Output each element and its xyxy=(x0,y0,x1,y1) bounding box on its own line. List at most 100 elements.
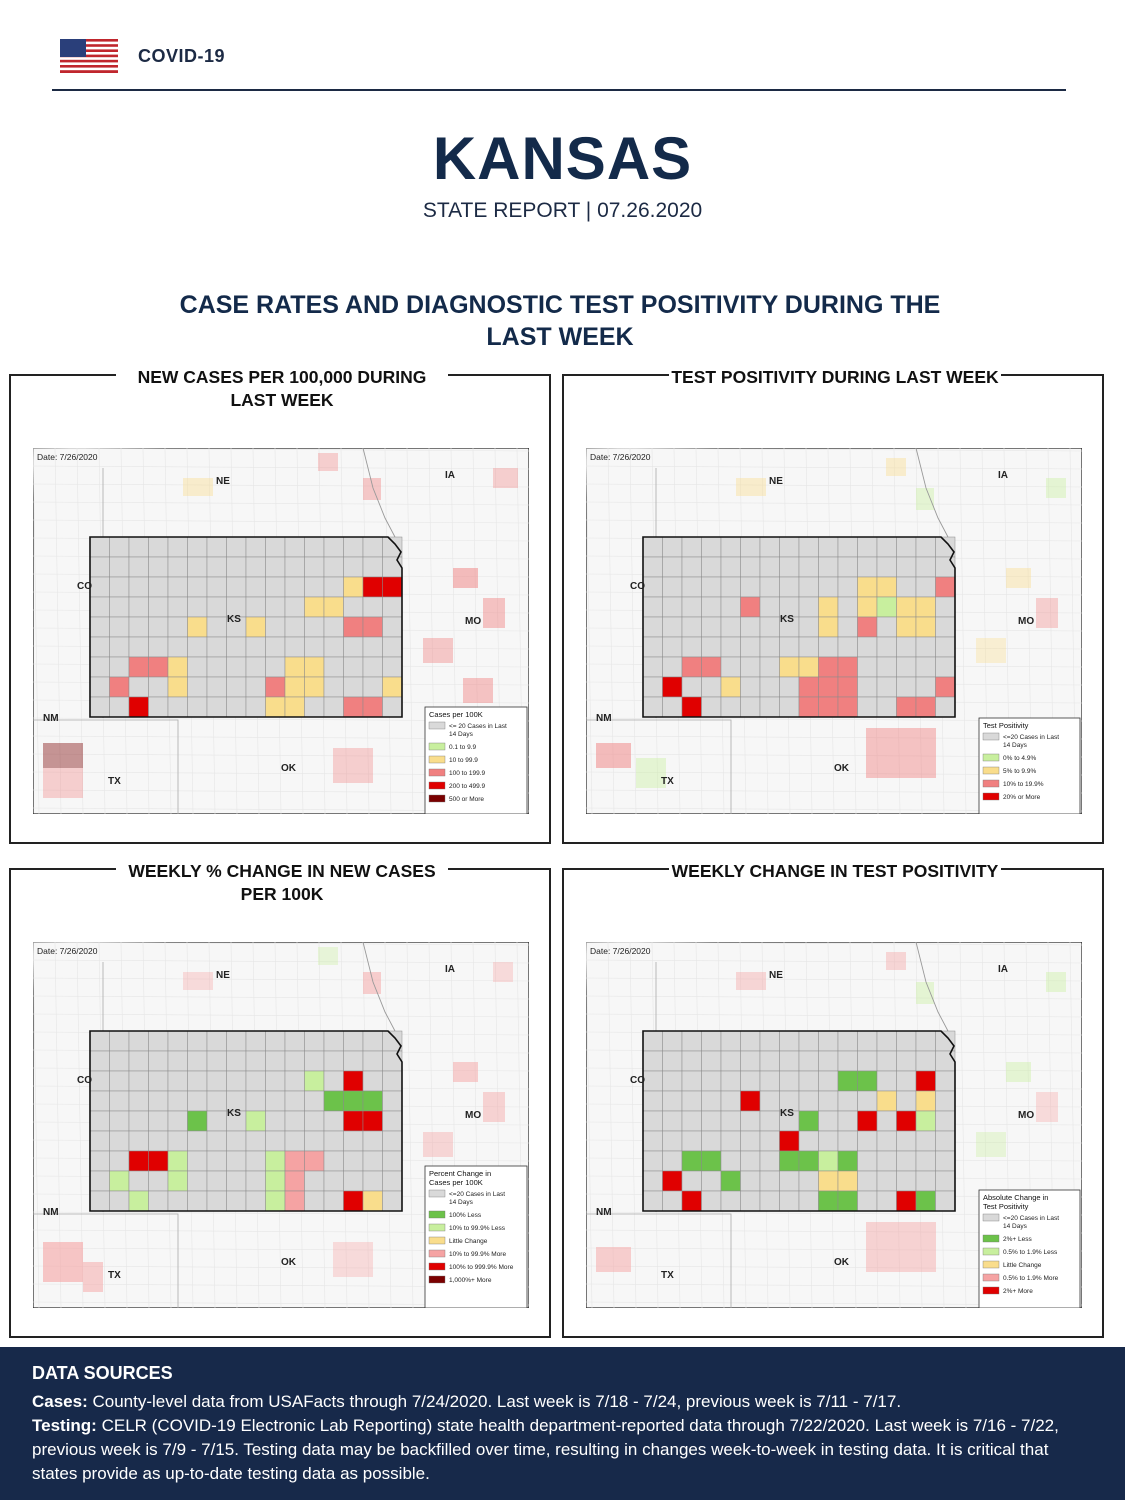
county xyxy=(759,696,780,718)
county xyxy=(876,536,897,558)
legend-swatch xyxy=(428,768,446,777)
cases-source: Cases: County-level data from USAFacts t… xyxy=(32,1390,1093,1414)
county-line xyxy=(33,483,529,488)
county-tint xyxy=(363,972,381,994)
county xyxy=(265,1150,286,1172)
county xyxy=(935,556,956,578)
county xyxy=(304,1090,325,1112)
county xyxy=(857,1110,878,1132)
county xyxy=(128,1170,149,1192)
county xyxy=(323,1150,344,1172)
county xyxy=(265,596,286,618)
county xyxy=(89,1090,110,1112)
county xyxy=(226,556,247,578)
county-tint xyxy=(736,972,766,990)
county-tint xyxy=(866,728,936,778)
county xyxy=(109,1070,130,1092)
county xyxy=(798,1170,819,1192)
state-label-ok: OK xyxy=(834,763,850,774)
county xyxy=(740,1070,761,1092)
county xyxy=(304,1030,325,1052)
county xyxy=(148,1030,169,1052)
county xyxy=(798,596,819,618)
county xyxy=(642,1150,663,1172)
state-label-mo: MO xyxy=(465,1110,481,1121)
county xyxy=(226,1050,247,1072)
county xyxy=(323,556,344,578)
county xyxy=(642,656,663,678)
county xyxy=(740,656,761,678)
legend-label: 0.1 to 9.9 xyxy=(449,744,476,751)
county xyxy=(128,696,149,718)
county-line xyxy=(586,501,1082,506)
county xyxy=(818,636,839,658)
county xyxy=(148,536,169,558)
county xyxy=(89,1190,110,1212)
testing-label: Testing: xyxy=(32,1416,97,1435)
section-title: CASE RATES AND DIAGNOSTIC TEST POSITIVIT… xyxy=(179,291,941,351)
county xyxy=(798,1050,819,1072)
county xyxy=(642,1030,663,1052)
state-label-co: CO xyxy=(77,1075,92,1086)
legend-label: 100% Less xyxy=(449,1212,482,1219)
county xyxy=(818,1130,839,1152)
county xyxy=(876,1150,897,1172)
county xyxy=(148,1130,169,1152)
county xyxy=(187,1030,208,1052)
county xyxy=(720,1110,741,1132)
county xyxy=(876,1090,897,1112)
page-title: KANSAS xyxy=(432,125,693,192)
county-tint xyxy=(886,952,906,970)
legend-label: 5% to 9.9% xyxy=(1003,768,1036,775)
county xyxy=(798,1130,819,1152)
county xyxy=(798,1090,819,1112)
county-line xyxy=(586,519,1082,524)
county xyxy=(818,596,839,618)
county-line xyxy=(54,448,62,814)
county-line xyxy=(586,448,593,814)
county xyxy=(89,556,110,578)
county xyxy=(798,1150,819,1172)
county-tint xyxy=(43,768,83,798)
legend-label: 500 or More xyxy=(449,796,484,803)
county-tint xyxy=(596,1247,631,1272)
county xyxy=(323,1030,344,1052)
county xyxy=(779,1190,800,1212)
county xyxy=(759,1150,780,1172)
county xyxy=(642,1190,663,1212)
county xyxy=(759,536,780,558)
county xyxy=(720,676,741,698)
county xyxy=(323,1190,344,1212)
county xyxy=(187,616,208,638)
county xyxy=(896,1070,917,1092)
county xyxy=(187,1190,208,1212)
state-label-ne: NE xyxy=(769,970,783,981)
county xyxy=(935,696,956,718)
county xyxy=(284,616,305,638)
county xyxy=(206,556,227,578)
county xyxy=(362,696,383,718)
county xyxy=(265,1030,286,1052)
county xyxy=(779,1030,800,1052)
county xyxy=(382,616,403,638)
county xyxy=(89,1110,110,1132)
county-tint xyxy=(976,1132,1006,1157)
county xyxy=(857,536,878,558)
county xyxy=(740,696,761,718)
county xyxy=(89,1130,110,1152)
legend-label: 0.5% to 1.9% More xyxy=(1003,1275,1059,1282)
county xyxy=(720,616,741,638)
county xyxy=(323,636,344,658)
county xyxy=(915,636,936,658)
county xyxy=(284,1170,305,1192)
county xyxy=(798,1110,819,1132)
county xyxy=(89,576,110,598)
county xyxy=(109,636,130,658)
county xyxy=(187,656,208,678)
county xyxy=(187,1170,208,1192)
county-tint xyxy=(1006,568,1031,588)
county xyxy=(265,1050,286,1072)
county xyxy=(681,636,702,658)
county xyxy=(245,1050,266,1072)
county-line xyxy=(586,959,1082,964)
